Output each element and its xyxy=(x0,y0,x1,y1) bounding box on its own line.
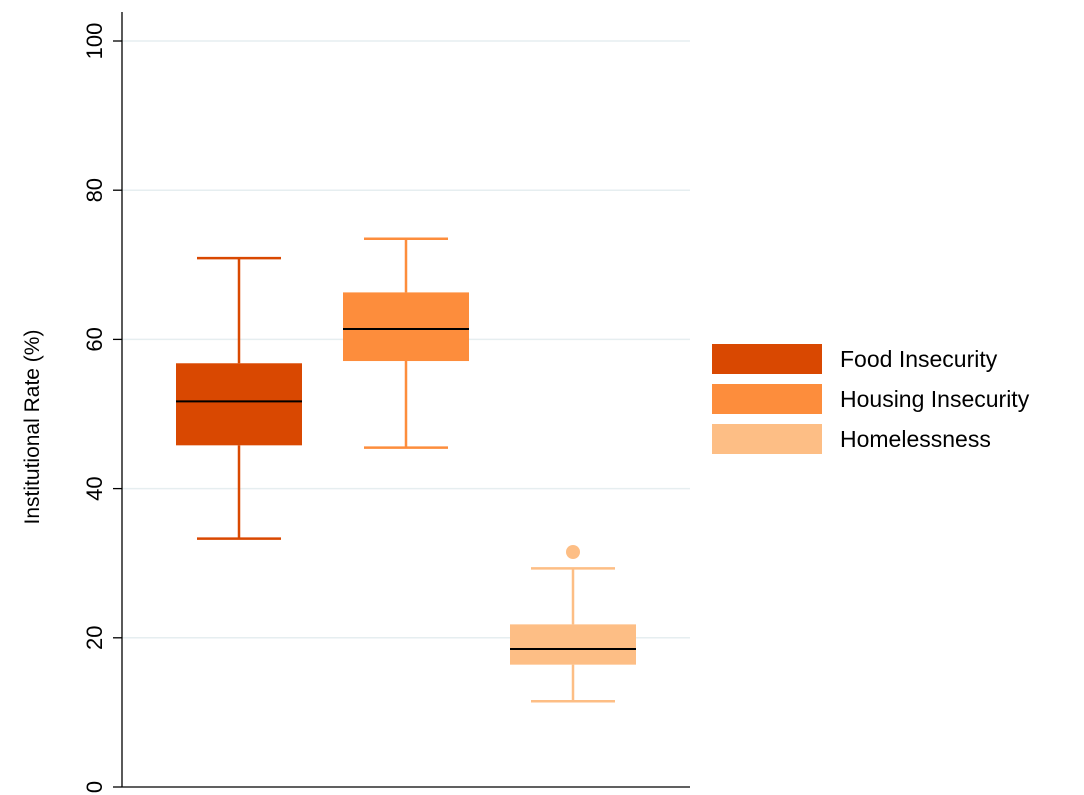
y-axis-title: Institutional Rate (%) xyxy=(21,330,44,525)
legend-label: Food Insecurity xyxy=(840,346,998,372)
plot-area xyxy=(176,237,636,703)
y-tick-label-80: 80 xyxy=(82,178,107,202)
y-tick-label-20: 20 xyxy=(82,626,107,650)
y-tick-label-60: 60 xyxy=(82,327,107,351)
legend-item-food-insecurity: Food Insecurity xyxy=(712,344,998,374)
axes: 0 20 40 60 80 100 xyxy=(82,12,690,793)
legend-swatch xyxy=(712,344,822,374)
y-tick-label-100: 100 xyxy=(82,23,107,60)
legend-swatch xyxy=(712,384,822,414)
legend-item-homelessness: Homelessness xyxy=(712,424,991,454)
box-homelessness xyxy=(510,545,636,703)
legend-swatch xyxy=(712,424,822,454)
y-tick-label-40: 40 xyxy=(82,476,107,500)
legend-label: Housing Insecurity xyxy=(840,386,1030,412)
outlier-point xyxy=(566,545,580,560)
legend: Food Insecurity Housing Insecurity Homeles… xyxy=(712,344,1030,454)
legend-item-housing-insecurity: Housing Insecurity xyxy=(712,384,1030,414)
box-housing-insecurity xyxy=(343,237,469,449)
box-body xyxy=(176,363,302,446)
y-tick-label-0: 0 xyxy=(82,781,107,793)
box-food-insecurity xyxy=(176,256,302,540)
box-body xyxy=(510,624,636,665)
legend-label: Homelessness xyxy=(840,426,991,452)
box-body xyxy=(343,292,469,362)
